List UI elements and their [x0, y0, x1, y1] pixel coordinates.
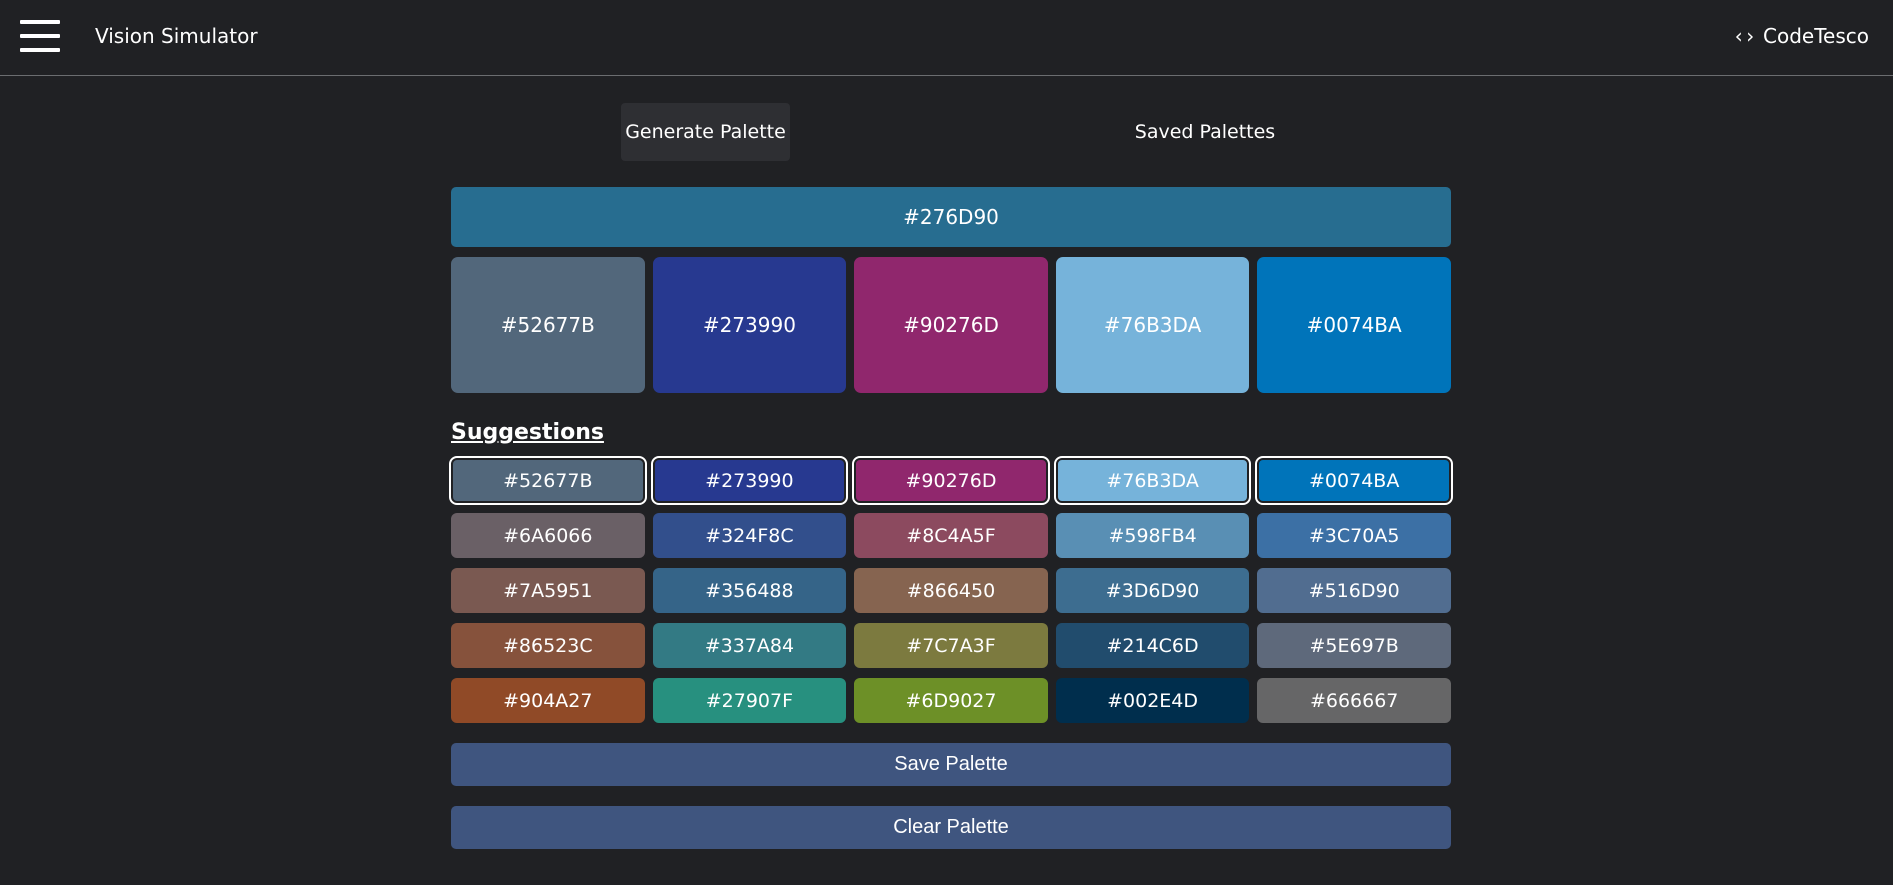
suggestion-chip[interactable]: #3C70A5 — [1257, 513, 1451, 558]
suggestion-chip[interactable]: #666667 — [1257, 678, 1451, 723]
suggestion-chip[interactable]: #0074BA — [1257, 458, 1451, 503]
palette-swatch[interactable]: #273990 — [652, 257, 847, 393]
suggestion-chip[interactable]: #214C6D — [1055, 623, 1250, 668]
suggestion-chip[interactable]: #324F8C — [652, 513, 847, 558]
suggestion-chip[interactable]: #337A84 — [652, 623, 847, 668]
suggestion-chip[interactable]: #356488 — [652, 568, 847, 613]
tab-bar: Generate Palette Saved Palettes — [0, 103, 1893, 161]
brand-name: CodeTesco — [1763, 24, 1869, 48]
suggestion-chip[interactable]: #76B3DA — [1055, 458, 1250, 503]
palette-swatch[interactable]: #52677B — [451, 257, 645, 393]
suggestion-chip[interactable]: #598FB4 — [1055, 513, 1250, 558]
save-palette-button[interactable]: Save Palette — [451, 743, 1451, 786]
suggestion-chip[interactable]: #516D90 — [1257, 568, 1451, 613]
suggestion-chip[interactable]: #7A5951 — [451, 568, 645, 613]
suggestion-chip[interactable]: #8C4A5F — [854, 513, 1048, 558]
palette-swatch[interactable]: #76B3DA — [1055, 257, 1250, 393]
brand-link[interactable]: ‹› CodeTesco — [1733, 24, 1869, 48]
hamburger-menu-icon[interactable] — [20, 20, 60, 52]
palette-generator: #276D90 #52677B #273990 #90276D #76B3DA #007… — [451, 187, 1451, 849]
suggestion-chip[interactable]: #002E4D — [1055, 678, 1250, 723]
suggestion-chip[interactable]: #273990 — [652, 458, 847, 503]
suggestions-heading: Suggestions — [451, 420, 604, 445]
base-color-bar[interactable]: #276D90 — [451, 187, 1451, 247]
code-brackets-icon: ‹› — [1732, 24, 1756, 48]
clear-palette-button[interactable]: Clear Palette — [451, 806, 1451, 849]
suggestion-chip[interactable]: #86523C — [451, 623, 645, 668]
suggestion-chip[interactable]: #90276D — [854, 458, 1048, 503]
suggestion-chip[interactable]: #27907F — [652, 678, 847, 723]
palette-swatch[interactable]: #90276D — [854, 257, 1048, 393]
suggestion-chip[interactable]: #7C7A3F — [854, 623, 1048, 668]
palette-row: #52677B #273990 #90276D #76B3DA #0074BA — [451, 257, 1451, 393]
tab-saved-palettes[interactable]: Saved Palettes — [1134, 121, 1276, 143]
app-title: Vision Simulator — [95, 24, 258, 48]
palette-swatch[interactable]: #0074BA — [1257, 257, 1451, 393]
tab-generate-palette[interactable]: Generate Palette — [621, 103, 790, 161]
suggestion-chip[interactable]: #904A27 — [451, 678, 645, 723]
suggestion-chip[interactable]: #52677B — [451, 458, 645, 503]
suggestion-chip[interactable]: #5E697B — [1257, 623, 1451, 668]
suggestions-grid: #52677B #273990 #90276D #76B3DA #0074BA #6A60… — [451, 458, 1451, 723]
top-bar: Vision Simulator ‹› CodeTesco — [0, 0, 1893, 76]
suggestion-chip[interactable]: #6D9027 — [854, 678, 1048, 723]
suggestion-chip[interactable]: #866450 — [854, 568, 1048, 613]
suggestion-chip[interactable]: #3D6D90 — [1055, 568, 1250, 613]
suggestion-chip[interactable]: #6A6066 — [451, 513, 645, 558]
